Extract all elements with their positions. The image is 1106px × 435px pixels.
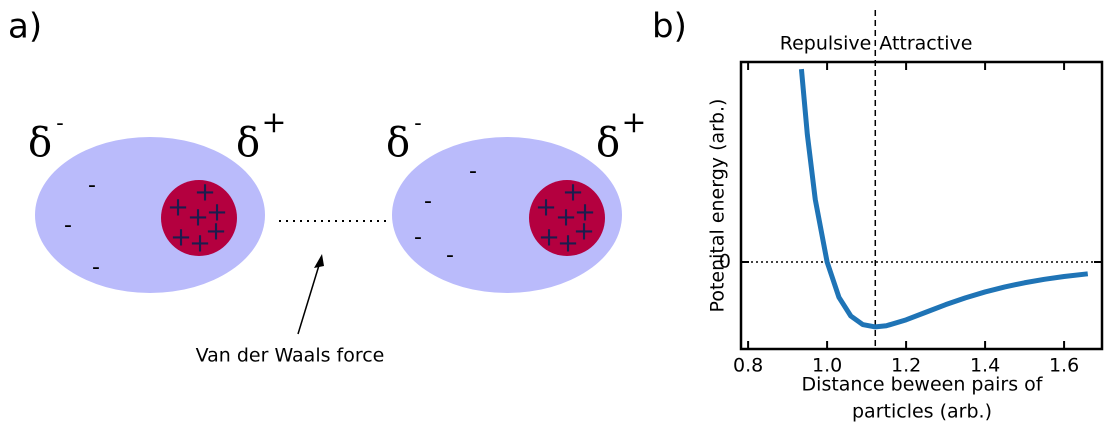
region-label: Repulsive: [780, 33, 872, 55]
x-axis-label: Distance beween pairs of: [802, 374, 1044, 396]
delta: δ: [236, 120, 260, 166]
electron: -: [414, 225, 422, 250]
delta: δ: [386, 120, 410, 166]
charge-superscript: +: [621, 105, 646, 140]
charge-superscript: -: [56, 111, 63, 136]
panel-label: b): [652, 7, 687, 47]
region-label: Attractive: [879, 33, 972, 55]
force-label: Van der Waals force: [196, 345, 385, 367]
proton: +: [535, 193, 557, 223]
electron: -: [64, 213, 72, 238]
energy-curve: [801, 69, 1087, 327]
y-axis-label: Potenital energy (arb.): [707, 99, 729, 313]
electron: -: [92, 255, 100, 280]
x-axis-label: particles (arb.): [852, 401, 992, 423]
figure: a) δ-δ+δ-δ+-------++++++++++++++ Van der…: [0, 0, 1106, 435]
x-tick-label: 1.6: [1049, 355, 1079, 377]
x-tick-label: 0.8: [733, 355, 763, 377]
arrow: [298, 262, 320, 334]
arrow-head: [314, 254, 324, 268]
electron: -: [469, 159, 477, 184]
page: a) δ-δ+δ-δ+-------++++++++++++++ Van der…: [0, 0, 1106, 435]
proton: +: [167, 193, 189, 223]
charge-superscript: -: [414, 111, 421, 136]
delta: δ: [596, 120, 620, 166]
proton: +: [573, 217, 595, 247]
plot-frame: [741, 62, 1102, 349]
electron: -: [446, 243, 454, 268]
delta: δ: [28, 120, 52, 166]
electron: -: [424, 189, 432, 214]
charge-superscript: +: [261, 105, 286, 140]
proton: +: [205, 217, 227, 247]
molecule-diagram: [35, 137, 622, 334]
electron: -: [88, 173, 96, 198]
panel-label: a): [8, 7, 42, 47]
